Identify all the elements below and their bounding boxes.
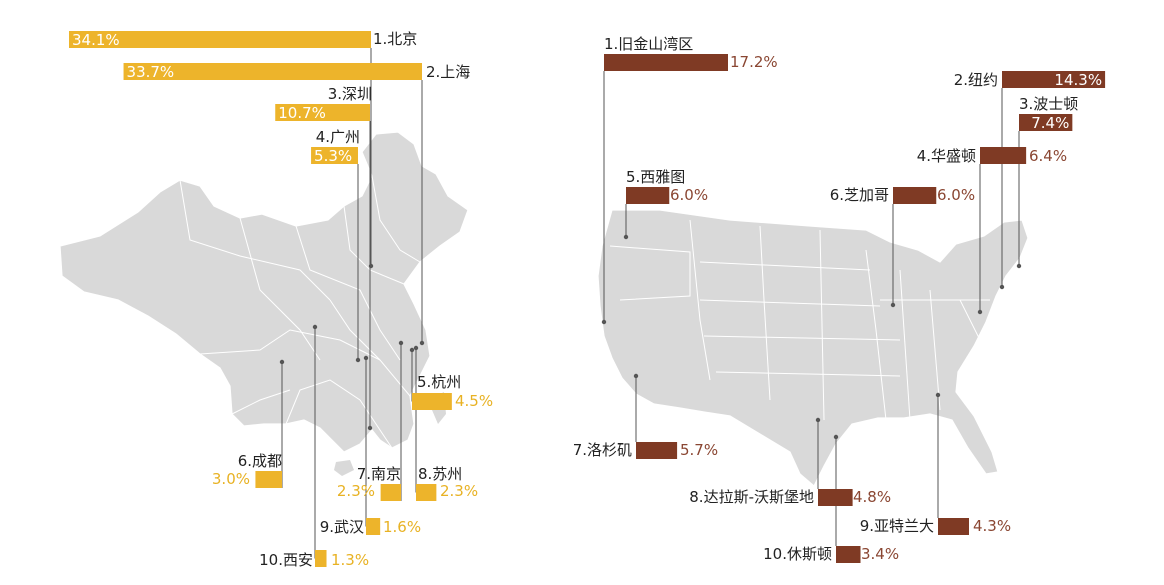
usa-value-label: 14.3% bbox=[1054, 71, 1102, 89]
china-bar bbox=[123, 63, 423, 80]
usa-value-label: 3.4% bbox=[861, 545, 899, 563]
usa-city-dot bbox=[999, 284, 1005, 290]
usa-state-borders bbox=[609, 219, 990, 421]
usa-city-label: 1.旧金山湾区 bbox=[604, 35, 693, 53]
usa-value-label: 6.4% bbox=[1029, 147, 1067, 165]
china-city-label: 8.苏州 bbox=[418, 465, 462, 483]
usa-city-label: 7.洛杉矶 bbox=[573, 441, 632, 459]
china-bar bbox=[69, 31, 371, 48]
china-city-dot bbox=[367, 425, 373, 431]
china-city-dot bbox=[398, 340, 404, 346]
china-value-label: 2.3% bbox=[440, 482, 478, 500]
china-city-dot bbox=[312, 324, 318, 330]
usa-city-dot bbox=[633, 373, 639, 379]
usa-bar bbox=[604, 54, 728, 71]
china-city-label: 10.西安 bbox=[259, 551, 313, 569]
china-value-label: 33.7% bbox=[127, 63, 175, 81]
china-value-label: 5.3% bbox=[314, 147, 352, 165]
china-city-label: 7.南京 bbox=[357, 465, 401, 483]
china-bar bbox=[416, 484, 437, 501]
usa-value-label: 7.4% bbox=[1031, 114, 1069, 132]
china-value-label: 2.3% bbox=[337, 482, 375, 500]
usa-city-label: 5.西雅图 bbox=[626, 168, 685, 186]
usa-city-dot bbox=[623, 234, 629, 240]
china-value-label: 1.3% bbox=[331, 551, 369, 569]
china-bar bbox=[380, 484, 401, 501]
china-city-label: 9.武汉 bbox=[320, 518, 364, 536]
china-bar bbox=[255, 471, 282, 488]
usa-city-label: 2.纽约 bbox=[954, 71, 998, 89]
usa-city-dot bbox=[935, 392, 941, 398]
china-city-label: 2.上海 bbox=[426, 63, 470, 81]
china-value-label: 34.1% bbox=[72, 31, 120, 49]
usa-city-dot bbox=[601, 319, 607, 325]
usa-value-label: 4.8% bbox=[853, 488, 891, 506]
china-city-dot bbox=[419, 340, 425, 346]
usa-city-dot bbox=[1016, 263, 1022, 269]
china-city-label: 3.深圳 bbox=[328, 85, 372, 103]
leader-lines bbox=[279, 48, 1022, 559]
usa-city-dot bbox=[833, 434, 839, 440]
usa-city-label: 3.波士顿 bbox=[1019, 95, 1078, 113]
usa-city-label: 6.芝加哥 bbox=[830, 186, 889, 204]
china-bar bbox=[311, 147, 358, 164]
china-city-label: 4.广州 bbox=[316, 128, 360, 146]
china-bar bbox=[275, 104, 370, 121]
usa-value-label: 5.7% bbox=[680, 441, 718, 459]
china-bar bbox=[412, 393, 452, 410]
usa-city-dot bbox=[890, 302, 896, 308]
china-city-dot bbox=[368, 263, 374, 269]
china-value-label: 4.5% bbox=[455, 392, 493, 410]
usa-bar bbox=[636, 442, 678, 459]
usa-bar bbox=[893, 187, 937, 204]
usa-city-label: 9.亚特兰大 bbox=[860, 517, 934, 535]
usa-value-label: 6.0% bbox=[937, 186, 975, 204]
usa-bar bbox=[818, 489, 853, 506]
usa-value-label: 17.2% bbox=[730, 53, 778, 71]
usa-bar bbox=[1002, 71, 1106, 88]
china-value-label: 3.0% bbox=[212, 470, 250, 488]
china-value-label: 10.7% bbox=[278, 104, 326, 122]
china-value-label: 1.6% bbox=[383, 518, 421, 536]
usa-city-label: 8.达拉斯-沃斯堡地 bbox=[689, 488, 814, 506]
hainan-island bbox=[334, 460, 354, 476]
usa-value-label: 4.3% bbox=[973, 517, 1011, 535]
china-bar bbox=[315, 550, 327, 567]
china-city-label: 1.北京 bbox=[373, 30, 417, 48]
usa-bar bbox=[980, 147, 1027, 164]
china-province-borders bbox=[179, 175, 421, 449]
china-city-dot bbox=[409, 347, 415, 353]
usa-bar bbox=[626, 187, 670, 204]
usa-city-dot bbox=[815, 417, 821, 423]
usa-bar bbox=[836, 546, 861, 563]
usa-map bbox=[597, 209, 1029, 487]
china-city-dot bbox=[279, 359, 285, 365]
usa-value-label: 6.0% bbox=[670, 186, 708, 204]
usa-city-label: 10.休斯顿 bbox=[763, 545, 832, 563]
china-city-dot bbox=[363, 355, 369, 361]
usa-bar bbox=[938, 518, 969, 535]
china-bar bbox=[366, 518, 381, 535]
chart-marks: 1.北京34.1%2.上海33.7%3.深圳10.7%4.广州5.3%5.杭州4… bbox=[69, 30, 1106, 569]
china-city-label: 5.杭州 bbox=[417, 373, 461, 391]
china-city-dot bbox=[355, 357, 361, 363]
china-city-label: 6.成都 bbox=[238, 452, 282, 470]
usa-city-dot bbox=[977, 309, 983, 315]
china-city-dot bbox=[413, 345, 419, 351]
usa-bar bbox=[1019, 114, 1073, 131]
china-map bbox=[59, 131, 469, 453]
usa-city-label: 4.华盛顿 bbox=[917, 147, 976, 165]
